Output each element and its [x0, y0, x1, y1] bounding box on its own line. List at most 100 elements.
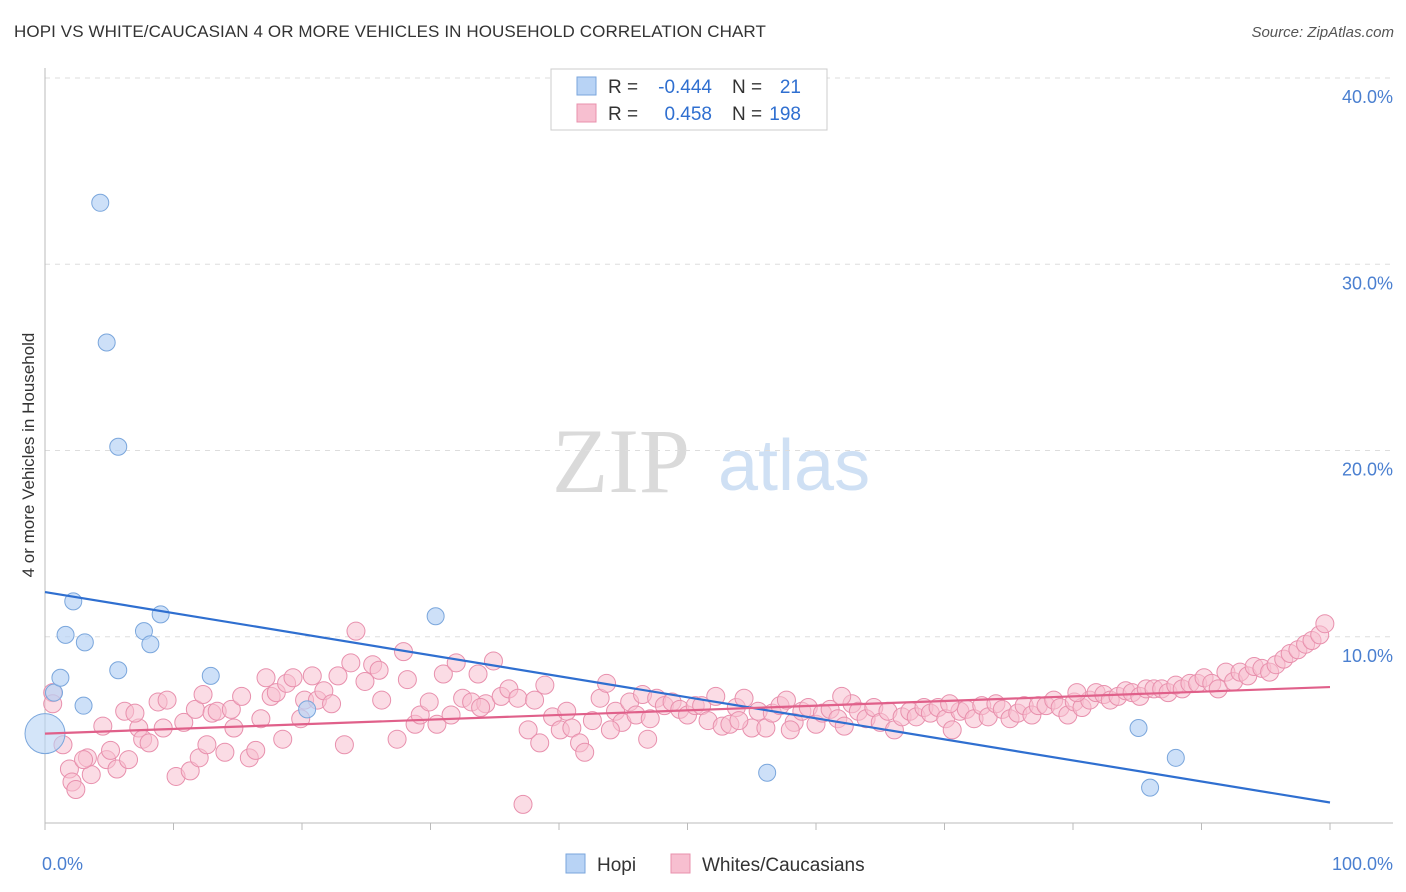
white-point-74 — [530, 733, 550, 753]
white-point-191 — [369, 660, 389, 680]
bottom-legend: Hopi Whites/Caucasians — [565, 853, 865, 876]
white-point-16 — [139, 733, 159, 753]
white-point-75 — [535, 675, 555, 695]
hopi-point-12 — [141, 635, 160, 654]
bottom-legend-label-hopi: Hopi — [597, 855, 636, 876]
white-point-19 — [157, 690, 177, 710]
white-point-35 — [256, 668, 276, 688]
hopi-point-8 — [97, 333, 116, 352]
hopi-point-19 — [1141, 778, 1160, 797]
hopi-series-points — [24, 193, 1185, 797]
white-point-185 — [1067, 683, 1087, 703]
legend-n-value-white: 198 — [769, 104, 801, 125]
white-point-188 — [729, 711, 749, 731]
gridlines — [45, 77, 1393, 638]
white-point-194 — [125, 703, 145, 723]
white-point-61 — [441, 705, 461, 725]
white-point-70 — [508, 688, 528, 708]
white-point-49 — [346, 621, 366, 641]
white-point-45 — [322, 694, 342, 714]
hopi-point-3 — [56, 625, 75, 644]
white-point-28 — [215, 742, 235, 762]
x-tick-label-0: 0.0% — [42, 854, 83, 874]
y-tick-label-0: 10.0% — [1342, 646, 1393, 666]
hopi-point-9 — [109, 437, 128, 456]
white-point-78 — [557, 701, 577, 721]
chart-title: HOPI VS WHITE/CAUCASIAN 4 OR MORE VEHICL… — [14, 22, 766, 41]
white-point-196 — [638, 729, 658, 749]
white-point-187 — [832, 686, 852, 706]
legend-box — [550, 68, 828, 131]
trend-lines — [44, 590, 1331, 804]
legend-n-label-hopi: N = — [732, 77, 762, 98]
white-point-29 — [221, 699, 241, 719]
white-point-79 — [562, 718, 582, 738]
white-point-46 — [328, 666, 348, 686]
bottom-legend-label-white: Whites/Caucasians — [702, 855, 865, 876]
white-point-82 — [582, 711, 602, 731]
white-point-38 — [273, 729, 293, 749]
hopi-point-5 — [74, 696, 93, 715]
white-point-25 — [197, 735, 217, 755]
white-point-40 — [283, 668, 303, 688]
hopi-trend-line — [44, 590, 1331, 804]
y-tick-labels: 10.0% 20.0% 30.0% 40.0% — [1342, 87, 1393, 666]
white-series-points — [43, 614, 1335, 814]
legend-r-value-hopi: -0.444 — [658, 77, 712, 98]
white-point-22 — [180, 761, 200, 781]
hopi-point-15 — [298, 700, 317, 719]
hopi-point-20 — [1166, 748, 1185, 767]
legend-swatch-white — [576, 103, 597, 123]
legend-r-label-hopi: R = — [608, 77, 638, 98]
white-point-33 — [246, 740, 266, 760]
white-point-7 — [81, 765, 101, 785]
watermark: ZIP atlas — [552, 410, 870, 512]
y-tick-label-3: 40.0% — [1342, 87, 1393, 107]
white-point-90 — [640, 709, 660, 729]
white-point-58 — [419, 692, 439, 712]
white-point-50 — [355, 671, 375, 691]
legend-r-value-white: 0.458 — [664, 104, 712, 125]
white-point-62 — [446, 653, 466, 673]
white-point-72 — [518, 720, 538, 740]
white-point-193 — [193, 684, 213, 704]
white-point-81 — [575, 742, 595, 762]
hopi-point-17 — [758, 763, 777, 782]
hopi-point-1 — [44, 683, 63, 702]
hopi-point-10 — [109, 661, 128, 680]
white-point-109 — [776, 690, 796, 710]
white-point-197 — [780, 720, 800, 740]
x-tick-label-1: 100.0% — [1332, 854, 1393, 874]
bottom-legend-swatch-hopi — [565, 853, 586, 874]
hopi-point-14 — [201, 666, 220, 685]
white-point-60 — [433, 664, 453, 684]
white-point-190 — [471, 698, 491, 718]
white-point-52 — [372, 690, 392, 710]
white-point-53 — [387, 729, 407, 749]
white-point-48 — [341, 653, 361, 673]
hopi-point-16 — [426, 607, 445, 626]
white-point-65 — [468, 664, 488, 684]
y-axis-title: 4 or more Vehicles in Household — [19, 333, 38, 578]
white-point-31 — [232, 686, 252, 706]
white-point-21 — [174, 712, 194, 732]
white-point-132 — [942, 720, 962, 740]
watermark-atlas: atlas — [718, 426, 870, 506]
white-point-73 — [525, 690, 545, 710]
source-label: Source: ZipAtlas.com — [1251, 24, 1394, 41]
white-point-169 — [1208, 679, 1228, 699]
bottom-legend-swatch-white — [670, 853, 691, 874]
white-point-71 — [513, 794, 533, 814]
white-point-5 — [66, 779, 86, 799]
hopi-point-6 — [75, 633, 94, 652]
y-tick-label-2: 30.0% — [1342, 273, 1393, 293]
white-point-13 — [119, 750, 139, 770]
legend-n-value-hopi: 21 — [780, 77, 801, 98]
white-point-47 — [334, 735, 354, 755]
white-trend-line — [44, 685, 1331, 735]
hopi-point-13 — [151, 605, 170, 624]
white-point-184 — [1315, 614, 1335, 634]
legend: R = -0.444 N = 21 R = 0.458 N = 198 — [550, 68, 828, 131]
y-tick-label-1: 20.0% — [1342, 460, 1393, 480]
